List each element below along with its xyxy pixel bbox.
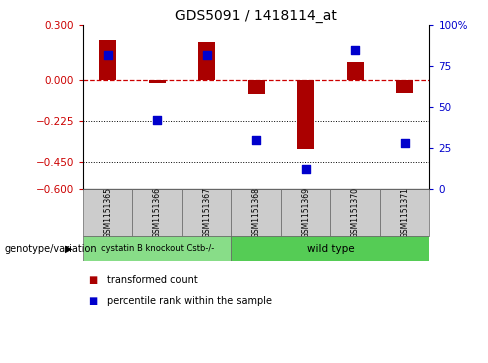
Text: ■: ■ <box>88 274 97 285</box>
FancyBboxPatch shape <box>330 189 380 236</box>
Text: GSM1151366: GSM1151366 <box>153 187 162 238</box>
Text: ■: ■ <box>88 296 97 306</box>
FancyBboxPatch shape <box>83 236 231 261</box>
Bar <box>297 80 314 149</box>
Point <box>401 140 408 146</box>
Bar <box>148 80 166 83</box>
Point <box>153 117 161 123</box>
Text: cystatin B knockout Cstb-/-: cystatin B knockout Cstb-/- <box>101 244 214 253</box>
Bar <box>198 42 215 80</box>
Text: GSM1151367: GSM1151367 <box>202 187 211 238</box>
Text: GSM1151370: GSM1151370 <box>351 187 360 238</box>
Text: transformed count: transformed count <box>107 274 198 285</box>
FancyBboxPatch shape <box>132 189 182 236</box>
Bar <box>247 80 265 94</box>
Bar <box>99 40 116 80</box>
Text: GSM1151365: GSM1151365 <box>103 187 112 238</box>
Point <box>104 52 112 58</box>
Point <box>203 52 211 58</box>
Point <box>351 47 359 53</box>
Text: GSM1151369: GSM1151369 <box>301 187 310 238</box>
FancyBboxPatch shape <box>281 189 330 236</box>
FancyBboxPatch shape <box>83 189 132 236</box>
Point <box>302 166 309 172</box>
Text: wild type: wild type <box>306 244 354 254</box>
Text: GSM1151368: GSM1151368 <box>252 187 261 238</box>
Text: genotype/variation: genotype/variation <box>5 244 98 254</box>
FancyBboxPatch shape <box>231 189 281 236</box>
Text: percentile rank within the sample: percentile rank within the sample <box>107 296 272 306</box>
FancyBboxPatch shape <box>380 189 429 236</box>
FancyBboxPatch shape <box>231 236 429 261</box>
Bar <box>346 62 364 80</box>
Text: ▶: ▶ <box>64 244 72 254</box>
FancyBboxPatch shape <box>182 189 231 236</box>
Title: GDS5091 / 1418114_at: GDS5091 / 1418114_at <box>175 9 337 23</box>
Text: GSM1151371: GSM1151371 <box>400 187 409 238</box>
Point <box>252 137 260 143</box>
Bar <box>396 80 413 93</box>
